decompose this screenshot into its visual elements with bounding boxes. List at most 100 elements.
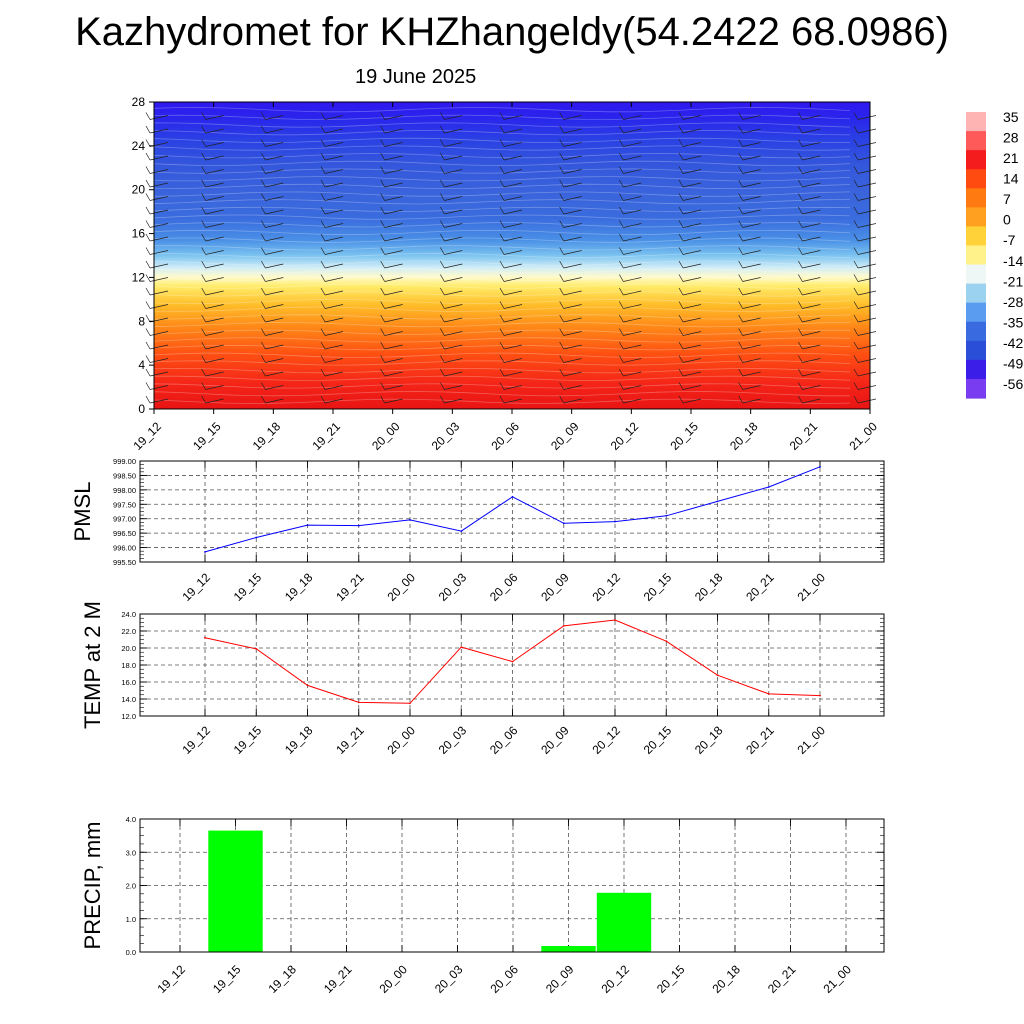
xtick-label: 20_12 <box>598 962 632 996</box>
ytick-label: 3.0 <box>126 848 136 857</box>
wind-barb-flag <box>380 233 385 242</box>
heatmap-xtick-label: 20_06 <box>488 419 522 453</box>
data-point <box>511 495 514 498</box>
wind-barb-flag <box>798 152 803 161</box>
wind-barb <box>265 142 284 147</box>
wind-barb <box>857 371 877 377</box>
contour-line <box>153 375 851 381</box>
heatmap-ytick-label: 8 <box>138 314 145 328</box>
wind-barb-flag <box>738 368 743 377</box>
wind-barb <box>682 155 702 161</box>
wind-barb <box>265 277 284 282</box>
wind-barb-flag <box>853 274 859 282</box>
wind-barb-flag <box>320 233 326 242</box>
wind-barb <box>384 371 403 377</box>
colorbar-label: -56 <box>1003 376 1023 392</box>
wind-barb <box>503 128 523 134</box>
wind-barb <box>149 169 169 174</box>
wind-barb <box>149 250 169 255</box>
xtick-label: 20_15 <box>654 962 688 996</box>
wind-barb <box>444 277 463 282</box>
y-axis-label: PRECIP, mm <box>80 822 105 950</box>
colorbar-segment <box>966 131 986 151</box>
wind-barb <box>205 209 224 215</box>
wind-barb-flag <box>261 233 266 242</box>
wind-barb <box>802 398 821 404</box>
wind-barb-flag <box>145 193 151 201</box>
xtick-label: 20_03 <box>432 962 466 996</box>
contour-line <box>153 314 851 320</box>
wind-barb-flag <box>320 341 326 350</box>
wind-barb <box>384 398 403 404</box>
wind-barb-flag <box>201 220 206 228</box>
wind-barb-flag <box>201 260 206 269</box>
colorbar-segment <box>966 112 986 132</box>
wind-barb-flag <box>619 139 624 147</box>
ytick-label: 1.0 <box>126 915 136 924</box>
wind-barb-flag <box>619 274 624 282</box>
wind-barb-flag <box>678 152 684 161</box>
wind-barb <box>623 169 642 174</box>
xtick-label: 20_06 <box>487 723 521 757</box>
wind-barb-flag <box>853 233 859 242</box>
wind-barb-flag <box>261 368 266 377</box>
xtick-label: 20_21 <box>743 723 777 757</box>
wind-barb <box>444 358 463 363</box>
wind-barb <box>742 263 761 269</box>
contour-line <box>153 137 851 144</box>
wind-barb <box>324 142 344 147</box>
wind-barb <box>503 290 523 296</box>
contour-line <box>153 268 851 274</box>
wind-barb <box>149 236 169 242</box>
wind-barb-flag <box>853 368 859 377</box>
xtick-label: 21_00 <box>794 570 828 604</box>
wind-barb <box>444 196 463 201</box>
wind-barb <box>149 385 169 390</box>
wind-barb-flag <box>380 287 385 296</box>
wind-barb <box>742 277 761 282</box>
data-point <box>204 636 206 639</box>
contour-line <box>153 275 851 282</box>
wind-barb-flag <box>619 193 624 201</box>
wind-barb-flag <box>619 206 624 215</box>
wind-barb <box>563 209 582 215</box>
wind-barb <box>205 358 224 363</box>
wind-barb-flag <box>738 233 743 242</box>
wind-barb <box>444 304 463 309</box>
wind-barb-flag <box>380 179 385 188</box>
wind-barb-flag <box>145 328 151 336</box>
wind-barb-flag <box>320 166 326 174</box>
wind-barb-flag <box>261 247 266 255</box>
wind-barb-flag <box>619 247 624 255</box>
xtick-label: 21_00 <box>820 962 854 996</box>
wind-barb-flag <box>853 193 859 201</box>
wind-barb <box>384 250 403 255</box>
wind-barb-flag <box>380 193 385 201</box>
wind-barb-flag <box>440 328 445 336</box>
wind-barb <box>742 128 761 134</box>
wind-barb <box>563 169 582 174</box>
wind-barb-flag <box>440 314 445 323</box>
wind-barb-flag <box>738 314 743 323</box>
ytick-label: 20.0 <box>121 644 136 653</box>
colorbar-segment <box>966 340 986 361</box>
contour-line <box>153 329 851 335</box>
xtick-label: 20_18 <box>692 570 726 604</box>
wind-barb-flag <box>678 233 684 242</box>
wind-barb <box>384 331 403 336</box>
wind-barb-flag <box>559 179 564 188</box>
data-point <box>511 660 514 663</box>
wind-barb <box>149 196 169 201</box>
wind-barb-flag <box>738 166 743 174</box>
wind-barb <box>324 331 344 336</box>
wind-barb <box>444 155 463 161</box>
xtick-label: 19_18 <box>282 723 316 757</box>
wind-barb <box>324 304 344 309</box>
wind-barb-flag <box>201 328 206 336</box>
wind-barb <box>802 142 821 147</box>
wind-barb <box>742 115 761 120</box>
wind-barb-flag <box>678 382 684 390</box>
colorbar-label: 21 <box>1003 150 1019 166</box>
data-point <box>819 465 821 468</box>
data-point <box>716 674 719 677</box>
